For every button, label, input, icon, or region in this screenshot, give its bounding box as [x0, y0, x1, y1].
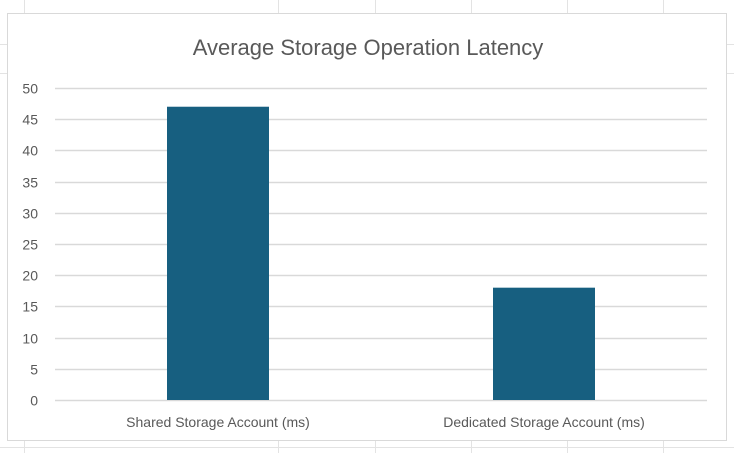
y-tick-label: 10 — [22, 331, 38, 347]
y-tick-label: 0 — [30, 393, 38, 409]
x-category-label: Shared Storage Account (ms) — [126, 414, 310, 430]
y-tick-label: 5 — [30, 362, 38, 378]
bar[interactable] — [493, 287, 595, 400]
y-tick-label: 30 — [22, 206, 38, 222]
y-tick-label: 25 — [22, 237, 38, 253]
y-tick-label: 20 — [22, 268, 38, 284]
x-category-label: Dedicated Storage Account (ms) — [443, 414, 645, 430]
y-tick-label: 50 — [22, 81, 38, 97]
chart-area[interactable]: Average Storage Operation Latency 0 5 10 15… — [7, 13, 727, 441]
bar[interactable] — [167, 106, 269, 400]
y-tick-label: 15 — [22, 299, 38, 315]
y-tick-label: 35 — [22, 175, 38, 191]
y-tick-label: 45 — [22, 112, 38, 128]
bar-chart: Average Storage Operation Latency 0 5 10 15… — [22, 35, 707, 430]
chart-title: Average Storage Operation Latency — [193, 35, 544, 60]
y-tick-label: 40 — [22, 143, 38, 159]
